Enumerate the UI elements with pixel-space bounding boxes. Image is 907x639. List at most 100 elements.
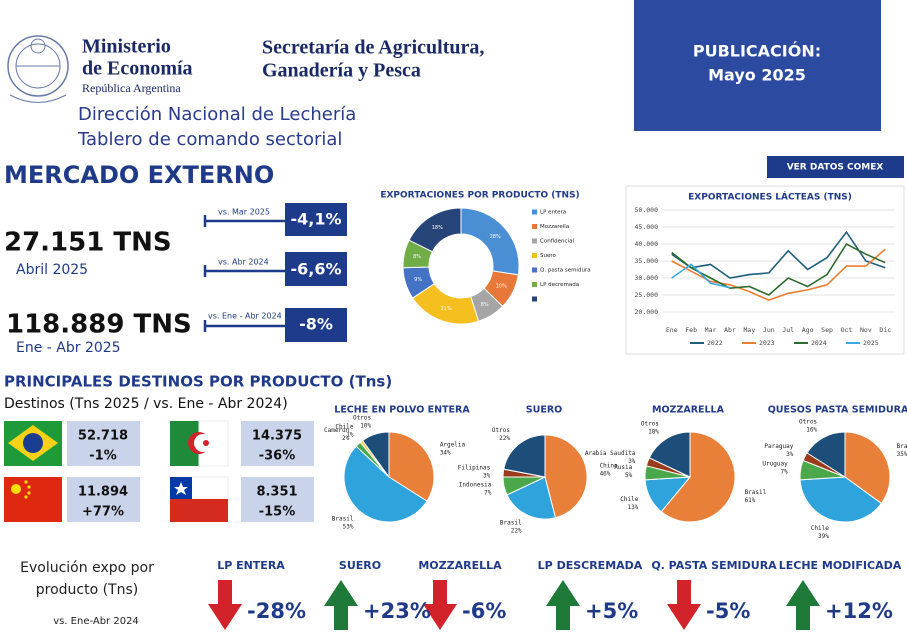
comparison-change: -4,1% [290, 210, 341, 229]
kpi-period: Abril 2025 [16, 262, 88, 278]
legend-label: Suero [540, 253, 557, 259]
product-name: LECHE MODIFICADA [779, 559, 902, 572]
data-label-name: Rusia [614, 464, 632, 471]
data-label-name: Otros [641, 421, 659, 428]
legend-label: Confidencial [540, 239, 574, 245]
x-tick-label: Oct [841, 326, 853, 334]
flag-algeria [170, 420, 229, 467]
data-label: 2% [342, 435, 350, 442]
x-tick-label: Jul [782, 326, 794, 334]
legend-swatch [532, 282, 537, 287]
line-series [671, 230, 886, 279]
data-label-name: Argelia [440, 442, 466, 449]
destination-box [241, 421, 314, 466]
data-label: 3% [483, 472, 491, 479]
data-label: 61% [745, 497, 756, 504]
data-label-name: Arabia Saudita [585, 450, 636, 457]
direction: Dirección Nacional de Lechería [78, 104, 356, 125]
data-label-name: Chile [335, 424, 353, 431]
data-label: 8% [481, 302, 489, 308]
legend-swatch [532, 238, 537, 244]
button-bg[interactable] [767, 156, 904, 178]
line-series [671, 263, 731, 289]
x-tick-label: Ago [802, 326, 814, 334]
destination-value: 14.375 [252, 429, 302, 444]
destination-value: 11.894 [78, 485, 128, 500]
data-label-name: Otros [353, 414, 371, 421]
destination-box [67, 477, 140, 522]
chart-title: EXPORTACIONES POR PRODUCTO (TNS) [380, 191, 579, 201]
kpi-value: 27.151 TNS [4, 228, 172, 258]
legend-swatch [532, 209, 537, 215]
comparison-label: vs. Abr 2024 [218, 258, 269, 267]
legend-swatch [532, 267, 537, 273]
x-tick-label: Abr [724, 326, 736, 334]
comparison-label: vs. Ene - Abr 2024 [208, 312, 282, 321]
x-tick-label: Dic [879, 326, 891, 334]
destination-value: 52.718 [78, 429, 128, 444]
chart-title: EXPORTACIONES LÁCTEAS (TNS) [688, 191, 852, 203]
pie-slice [544, 434, 588, 519]
comex-button[interactable]: VER DATOS COMEX [767, 156, 904, 178]
comparison-box [285, 252, 347, 286]
pie-slice [660, 431, 736, 523]
product-name: LP DESCREMADA [538, 559, 643, 572]
data-label: 22% [499, 435, 510, 442]
legend-swatch [532, 296, 537, 302]
data-label: 18% [432, 225, 443, 231]
flag-china [4, 477, 62, 522]
legend-swatch [532, 224, 537, 229]
data-label-name: Otros [492, 427, 510, 434]
data-label: 16% [806, 427, 817, 434]
product-change: +23% [363, 599, 431, 623]
legend-label: 2022 [707, 339, 723, 347]
product-change: -6% [462, 599, 506, 623]
kpi-period: Ene - Abr 2025 [16, 340, 121, 356]
data-label: 5% [625, 472, 633, 479]
product-name: Q. PASTA SEMIDURA [651, 559, 777, 572]
data-label: 10% [360, 422, 371, 429]
data-label: 18% [648, 429, 659, 436]
x-tick-label: Nov [860, 326, 872, 334]
x-tick-label: Mar [705, 326, 717, 334]
destination-change: -36% [259, 449, 296, 464]
y-tick-label: 20.000 [635, 308, 659, 316]
data-label: 28% [490, 234, 501, 240]
ministry-country: República Argentina [82, 81, 181, 95]
section-title: MERCADO EXTERNO [4, 161, 274, 189]
flag-brazil [4, 421, 62, 466]
evolution-title: producto (Tns) [36, 582, 139, 598]
button-label[interactable]: VER DATOS COMEX [787, 163, 884, 173]
dashboard-name: Tablero de comando sectorial [77, 129, 342, 150]
product-name: MOZZARELLA [418, 559, 502, 572]
pie-slice [408, 207, 462, 253]
secretariat-line: Secretaría de Agricultura, [262, 37, 484, 59]
pie-slice [506, 476, 557, 520]
legend-label: 2024 [811, 339, 827, 347]
publication-box [634, 0, 881, 131]
publication-label: PUBLICACIÓN: [693, 42, 821, 61]
pie-slice [844, 431, 891, 505]
x-tick-label: Ene [666, 326, 678, 334]
product-change: -28% [247, 599, 306, 623]
line-series [671, 242, 886, 296]
product-change: +5% [585, 599, 638, 623]
y-tick-label: 35.000 [635, 257, 659, 265]
pie-slice [460, 207, 520, 276]
data-label-name: Camerun [324, 427, 350, 434]
ministry-line: de Economía [82, 58, 193, 80]
data-label: 22% [511, 527, 522, 534]
chart-title: MOZZARELLA [652, 405, 725, 416]
flag-chile [169, 476, 229, 522]
chart-title: QUESOS PASTA SEMIDURA [768, 405, 907, 416]
chart-title: SUERO [526, 405, 562, 416]
data-label: 1% [346, 432, 354, 439]
destination-value: 8.351 [256, 485, 297, 500]
data-label: 13% [627, 504, 638, 511]
legend-swatch [532, 253, 537, 258]
destination-box [241, 477, 314, 522]
product-change: -5% [706, 599, 750, 623]
chart-title: LECHE EN POLVO ENTERA [334, 405, 470, 416]
legend-label: Q. pasta semidura [540, 268, 591, 274]
ministry-line: Ministerio [82, 36, 171, 58]
